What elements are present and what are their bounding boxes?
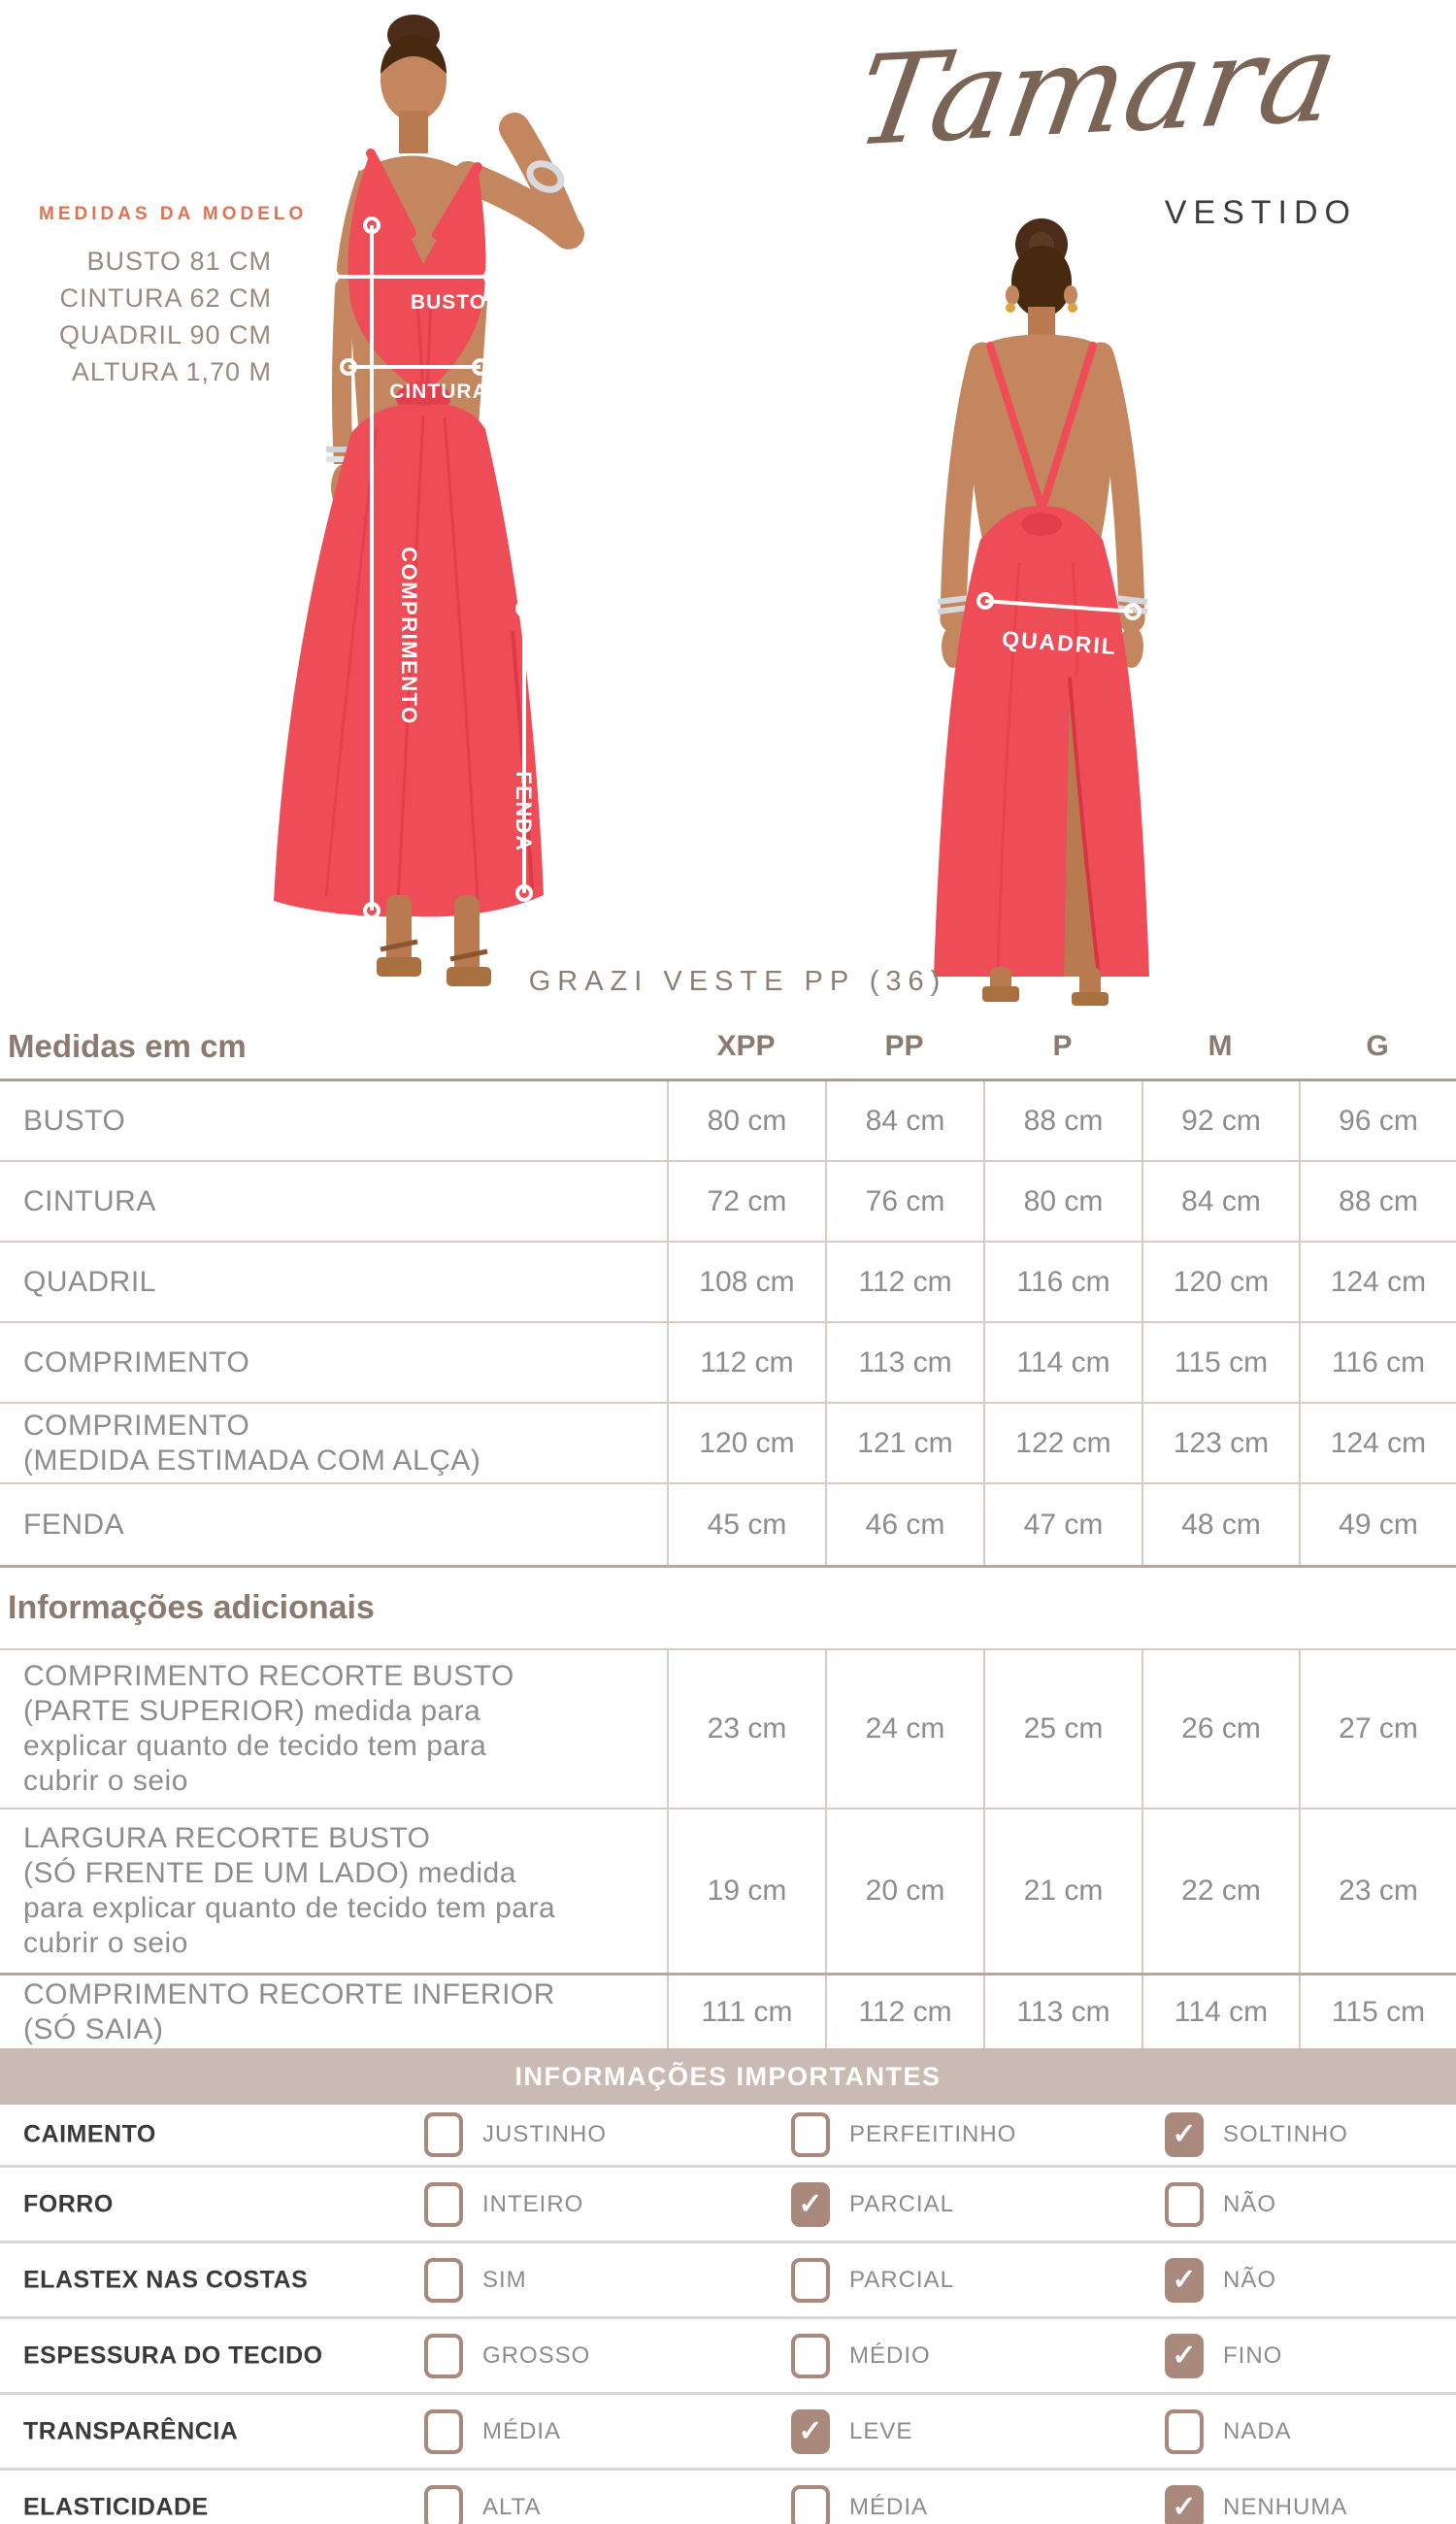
table-row: COMPRIMENTO RECORTE INFERIOR (SÓ SAIA) 1… (0, 1976, 1456, 2048)
checkbox-row-forro: FORRO INTEIRO PARCIAL NÃO (0, 2168, 1456, 2243)
checkbox-row-elasticidade: ELASTICIDADE ALTA MÉDIA NENHUMA (0, 2471, 1456, 2524)
dress-knot (1021, 513, 1062, 536)
model-bust: BUSTO 81 CM (86, 247, 272, 276)
checkbox[interactable] (424, 2257, 463, 2303)
table-row: FENDA 45 cm 46 cm 47 cm 48 cm 49 cm (0, 1484, 1456, 1568)
important-info-bar: INFORMAÇÕES IMPORTANTES (0, 2048, 1456, 2105)
size-table: Medidas em cm XPP PP P M G BUSTO 80 cm 8… (0, 1014, 1456, 2524)
col-m: M (1208, 1030, 1233, 1062)
model-hip: QUADRIL 90 CM (58, 320, 272, 349)
checkbox[interactable] (424, 2112, 463, 2157)
table-row: CINTURA 72 cm 76 cm 80 cm 84 cm 88 cm (0, 1162, 1456, 1243)
bracelet (937, 595, 1148, 614)
additional-info-title: Informações adicionais (8, 1589, 375, 1626)
dress-skirt (274, 404, 544, 917)
checkbox[interactable] (1165, 2112, 1204, 2157)
model-height: ALTURA 1,70 M (71, 357, 272, 386)
checkbox-row-elastex: ELASTEX NAS COSTAS SIM PARCIAL NÃO (0, 2243, 1456, 2319)
size-table-title: Medidas em cm (8, 1028, 247, 1064)
model-waist: CINTURA 62 CM (59, 283, 272, 313)
col-xpp: XPP (716, 1030, 776, 1062)
checkbox[interactable] (1165, 2181, 1204, 2227)
sandal (377, 957, 421, 977)
checkbox[interactable] (424, 2484, 463, 2524)
checkbox[interactable] (424, 2181, 463, 2227)
model-head (1011, 246, 1072, 317)
col-p: P (1052, 1030, 1073, 1062)
size-table-header: Medidas em cm XPP PP P M G (0, 1014, 1456, 1081)
important-info-title: INFORMAÇÕES IMPORTANTES (514, 2061, 942, 2091)
dress-top (347, 151, 423, 394)
checkbox[interactable] (791, 2257, 830, 2303)
earring (1006, 303, 1015, 313)
checkbox[interactable] (791, 2112, 830, 2157)
table-row: QUADRIL 108 cm 112 cm 116 cm 120 cm 124 … (0, 1243, 1456, 1323)
checkbox-row-caimento: CAIMENTO JUSTINHO PERFEITINHO SOLTINHO (0, 2105, 1456, 2168)
back-photo: QUADRIL (934, 218, 1149, 1006)
checkbox[interactable] (1165, 2484, 1204, 2524)
checkbox[interactable] (1165, 2408, 1204, 2454)
dress-back (934, 506, 1149, 977)
quadril-measure-line: QUADRIL (976, 592, 1142, 659)
table-row: COMPRIMENTO RECORTE BUSTO (PARTE SUPERIO… (0, 1648, 1456, 1810)
table-row: BUSTO 80 cm 84 cm 88 cm 92 cm 96 cm (0, 1081, 1456, 1162)
bracelet (326, 447, 355, 452)
checkbox[interactable] (791, 2333, 830, 2378)
product-category: VESTIDO (1164, 194, 1357, 231)
checkbox[interactable] (1165, 2257, 1204, 2303)
cintura-label: CINTURA (389, 381, 488, 403)
comprimento-label: COMPRIMENTO (397, 547, 421, 725)
fenda-measure-line: FENDA (512, 600, 536, 902)
col-pp: PP (884, 1030, 924, 1062)
sandal (447, 967, 491, 986)
checkbox[interactable] (791, 2181, 830, 2227)
busto-measure-line: BUSTO (321, 268, 501, 314)
checkbox[interactable] (791, 2484, 830, 2524)
checkbox-row-espessura: ESPESSURA DO TECIDO GROSSO MÉDIO FINO (0, 2319, 1456, 2395)
table-row: COMPRIMENTO 112 cm 113 cm 114 cm 115 cm … (0, 1323, 1456, 1404)
photo-caption: GRAZI VESTE PP (36) (528, 966, 947, 997)
model-measurements: MEDIDAS DA MODELO BUSTO 81 CM CINTURA 62… (39, 204, 308, 390)
brand-logo: Tamara (846, 5, 1347, 175)
checkbox[interactable] (424, 2408, 463, 2454)
table-row: LARGURA RECORTE BUSTO (SÓ FRENTE DE UM L… (0, 1810, 1456, 1976)
col-g: G (1366, 1030, 1389, 1062)
busto-label: BUSTO (411, 291, 486, 314)
checkbox[interactable] (424, 2333, 463, 2378)
sandal (1072, 992, 1109, 1006)
fenda-label: FENDA (512, 771, 536, 851)
checkbox-row-transparencia: TRANSPARÊNCIA MÉDIA LEVE NADA (0, 2395, 1456, 2471)
checkbox[interactable] (1165, 2333, 1204, 2378)
bracelet (526, 160, 565, 193)
front-photo: BUSTO CINTURA COMPRIMENTO FENDA (274, 15, 584, 986)
table-row: COMPRIMENTO (MEDIDA ESTIMADA COM ALÇA) 1… (0, 1404, 1456, 1484)
earring (1068, 303, 1077, 313)
sandal (982, 986, 1019, 1002)
model-measurements-title: MEDIDAS DA MODELO (39, 204, 308, 224)
checkbox[interactable] (791, 2408, 830, 2454)
comprimento-measure-line: COMPRIMENTO (363, 216, 421, 919)
